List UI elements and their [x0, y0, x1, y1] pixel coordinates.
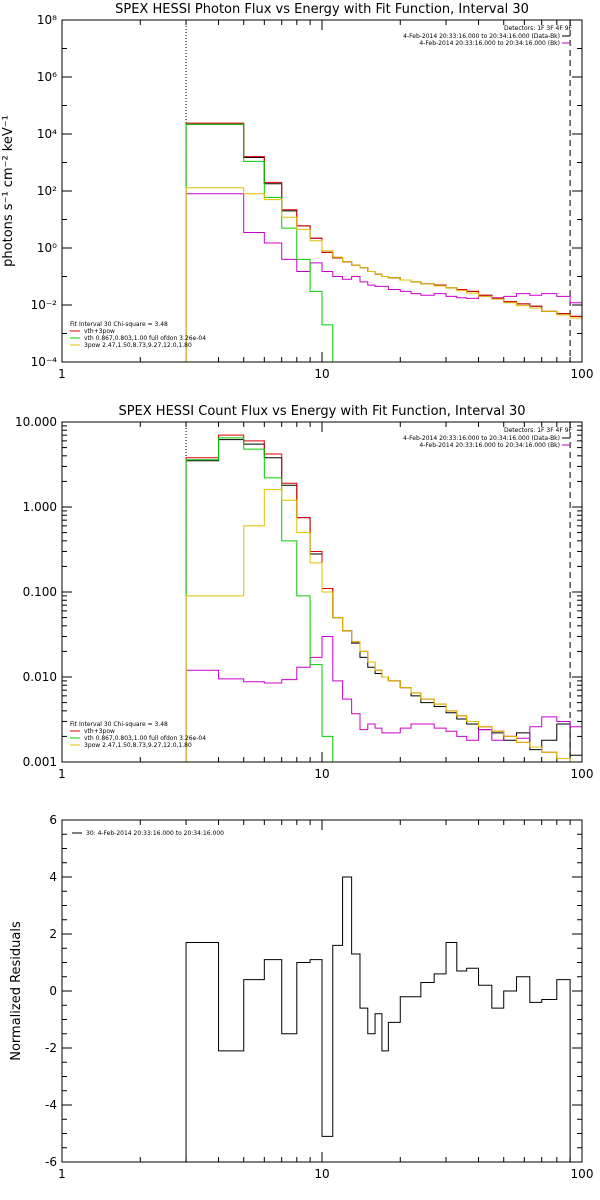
series-30-4-feb-2014-20-33-16-000-to-20-34-16-000	[185, 876, 582, 1162]
legend-top-right: Detectors: 1F 3F 4F 9F4-Feb-2014 20:33:1…	[403, 25, 572, 47]
legend-entry-label: 4-Feb-2014 20:33:16.000 to 20:34:16.000 …	[419, 442, 560, 449]
count-flux-panel: SPEX HESSI Count Flux vs Energy with Fit…	[15, 404, 594, 781]
y-tick-label-4: -4	[45, 1098, 57, 1112]
y-tick-label-6: 6	[49, 813, 57, 827]
plot-frame	[61, 819, 583, 1163]
legend-entry-label: 4-Feb-2014 20:33:16.000 to 20:34:16.000 …	[403, 435, 560, 442]
y-tick-label-0: 0	[49, 984, 57, 998]
y-tick-label-0-100: 0.100	[23, 585, 57, 599]
chart-title: SPEX HESSI Count Flux vs Energy with Fit…	[118, 404, 525, 419]
y-tick-label-6: -6	[45, 1155, 57, 1169]
legend-bottom-left: Fit Interval 30 Chi-square = 3.48vth+3po…	[70, 321, 206, 349]
series-group	[185, 122, 582, 362]
x-tick-label-1: 1	[58, 1167, 66, 1181]
legend-bottom-left: Fit Interval 30 Chi-square = 3.48vth+3po…	[70, 721, 206, 749]
series-bk	[185, 193, 582, 362]
chart-title: SPEX HESSI Photon Flux vs Energy with Fi…	[115, 2, 529, 17]
y-tick-label-10: 10⁸	[37, 13, 57, 27]
legend-entry-label: 4-Feb-2014 20:33:16.000 to 20:34:16.000 …	[419, 40, 560, 47]
y-tick-label-10: 10⁰	[37, 241, 57, 255]
y-tick-label-10: 10⁻⁴	[31, 355, 58, 369]
x-tick-label-10: 10	[314, 767, 329, 781]
series-group	[185, 434, 582, 762]
legend-entry-label: 3pow 2.47,1.50,8.73,9.27,12.0,1.80	[84, 342, 192, 349]
y-axis-label: Normalized Residuals	[9, 921, 24, 1061]
photon-flux-panel: SPEX HESSI Photon Flux vs Energy with Fi…	[1, 2, 593, 381]
legend-entry-label: vth+3pow	[84, 328, 115, 335]
x-tick-label-10: 10	[314, 1167, 329, 1181]
x-tick-label-1: 1	[58, 767, 66, 781]
series-3pow	[185, 187, 582, 362]
x-tick-label-100: 100	[571, 367, 594, 381]
legend-header: Fit Interval 30 Chi-square = 3.48	[70, 721, 168, 728]
x-tick-label-100: 100	[571, 1167, 594, 1181]
y-tick-label-10: 10⁴	[37, 127, 57, 141]
y-tick-label-1-000: 1.000	[23, 500, 57, 514]
legend-entry-label: 4-Feb-2014 20:33:16.000 to 20:34:16.000 …	[403, 33, 560, 40]
legend-entry-label: vth 0.867,0.803,1.00 full ofdon 3.26e-04	[84, 735, 206, 742]
y-tick-label-10: 10⁶	[37, 70, 57, 84]
legend-top-left: 30: 4-Feb-2014 20:33:16.000 to 20:34:16.…	[72, 830, 224, 837]
legend-entry-label: 30: 4-Feb-2014 20:33:16.000 to 20:34:16.…	[86, 830, 224, 837]
series-vth	[185, 123, 344, 362]
y-tick-label-2: -2	[45, 1041, 57, 1055]
plot-frame	[61, 19, 583, 363]
series-3pow	[185, 489, 582, 762]
plot-frame	[61, 421, 583, 763]
legend-top-right: Detectors: 1F 3F 4F 9F4-Feb-2014 20:33:1…	[403, 427, 572, 449]
x-tick-label-100: 100	[571, 767, 594, 781]
y-tick-label-10: 10²	[37, 184, 57, 198]
series-group	[185, 876, 582, 1162]
y-axis-label: photons s⁻¹ cm⁻² keV⁻¹	[1, 115, 16, 267]
legend-header: Detectors: 1F 3F 4F 9F	[504, 427, 573, 434]
legend-entry-label: vth 0.867,0.803,1.00 full ofdon 3.26e-04	[84, 335, 206, 342]
legend-entry-label: vth+3pow	[84, 728, 115, 735]
y-tick-label-10-000: 10.000	[15, 415, 57, 429]
y-tick-label-0-010: 0.010	[23, 670, 57, 684]
y-tick-label-2: 2	[49, 927, 57, 941]
y-tick-label-4: 4	[49, 870, 57, 884]
residuals-panel: Normalized Residuals 1 10 100 -6 -4 -2 0 2 4 6 30: …	[9, 813, 593, 1181]
legend-entry-label: 3pow 2.47,1.50,8.73,9.27,12.0,1.80	[84, 742, 192, 749]
legend-header: Detectors: 1F 3F 4F 9F	[504, 25, 573, 32]
series-vth	[185, 437, 334, 762]
x-tick-label-10: 10	[314, 367, 329, 381]
y-tick-label-0-001: 0.001	[23, 755, 57, 769]
y-tick-label-10: 10⁻²	[31, 298, 58, 312]
legend-header: Fit Interval 30 Chi-square = 3.48	[70, 321, 168, 328]
x-tick-label-1: 1	[58, 367, 66, 381]
